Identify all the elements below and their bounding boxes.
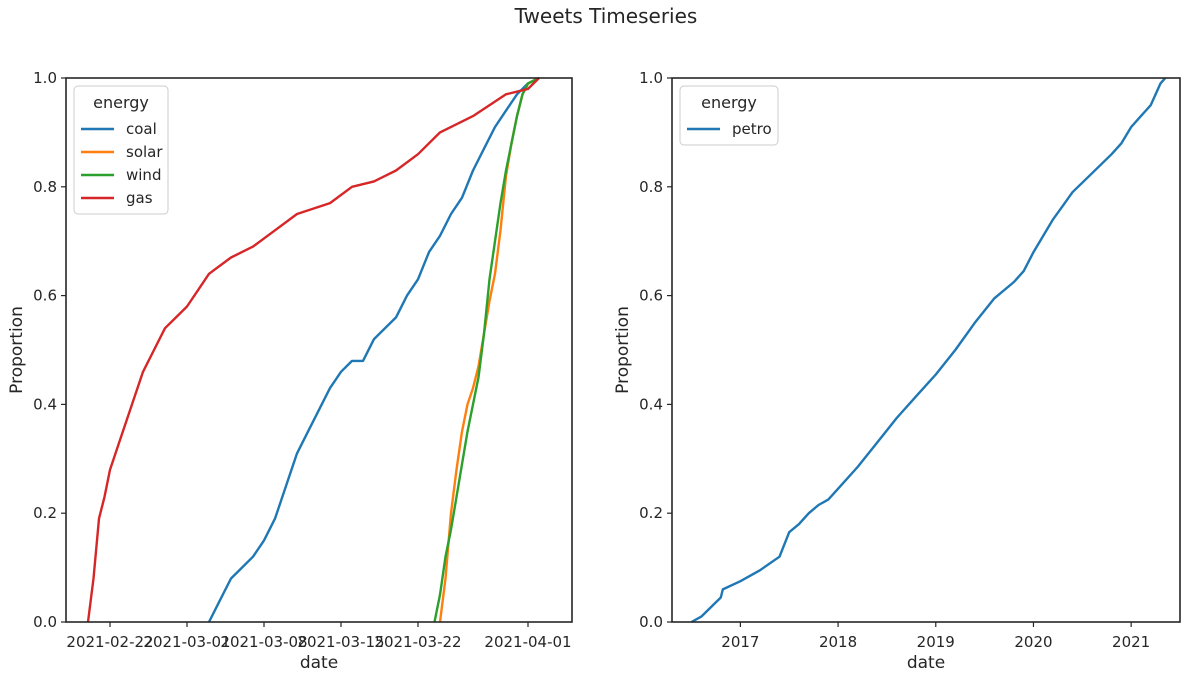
plot-frame (65, 77, 573, 623)
x-tick-label: 2021-03-08 (220, 633, 307, 651)
plot-frame (671, 77, 1181, 623)
y-tick-label: 0.2 (639, 504, 663, 522)
x-tick-label: 2018 (819, 633, 857, 651)
legend-label-wind: wind (126, 166, 161, 184)
y-tick-label: 1.0 (639, 69, 663, 87)
x-tick-label: 2019 (917, 633, 955, 651)
right-chart: 0.0 0.2 0.4 0.6 0.8 1.0 2017 2018 2019 2020 2021 da… (613, 69, 1181, 673)
y-tick-label: 0.6 (639, 287, 663, 305)
legend-label-gas: gas (126, 189, 153, 207)
series-line-coal (207, 76, 540, 623)
y-axis-label: Proportion (613, 306, 633, 394)
y-tick-label: 1.0 (33, 69, 57, 87)
y-tick-label: 0.8 (639, 178, 663, 196)
y-tick-label: 0.2 (33, 504, 57, 522)
y-tick-label: 0.4 (33, 395, 57, 413)
x-tick-label: 2021-04-01 (484, 633, 571, 651)
x-tick-label: 2021-03-15 (297, 633, 384, 651)
x-axis-label: date (907, 653, 945, 673)
series-line-wind (433, 76, 540, 623)
x-tick-label: 2020 (1014, 633, 1052, 651)
y-tick-label: 0.0 (33, 613, 57, 631)
x-tick-label: 2021-03-22 (374, 633, 461, 651)
y-tick-label: 0.0 (639, 613, 663, 631)
legend-title: energy (701, 93, 757, 112)
series-line-solar (438, 76, 540, 623)
series-line-petro (690, 77, 1167, 624)
y-tick-label: 0.8 (33, 178, 57, 196)
legend-label-coal: coal (126, 120, 157, 138)
x-axis-label: date (300, 653, 338, 673)
y-tick-label: 0.4 (639, 395, 663, 413)
y-tick-label: 0.6 (33, 287, 57, 305)
x-tick-label: 2021-02-22 (66, 633, 153, 651)
x-tick-label: 2017 (721, 633, 759, 651)
legend-label-solar: solar (126, 143, 163, 161)
legend-title: energy (93, 93, 149, 112)
legend-box (73, 85, 169, 215)
legend-box (679, 85, 779, 146)
y-axis-label: Proportion (7, 306, 27, 394)
x-tick-label: 2021-03-01 (143, 633, 230, 651)
figure-title: Tweets Timeseries (514, 4, 698, 28)
x-tick-label: 2021 (1112, 633, 1150, 651)
legend-label-petro: petro (732, 120, 772, 138)
left-chart: 0.00.20.40.60.81.02021-02-222021-03-0120… (7, 69, 573, 673)
series-line-gas (86, 77, 540, 623)
